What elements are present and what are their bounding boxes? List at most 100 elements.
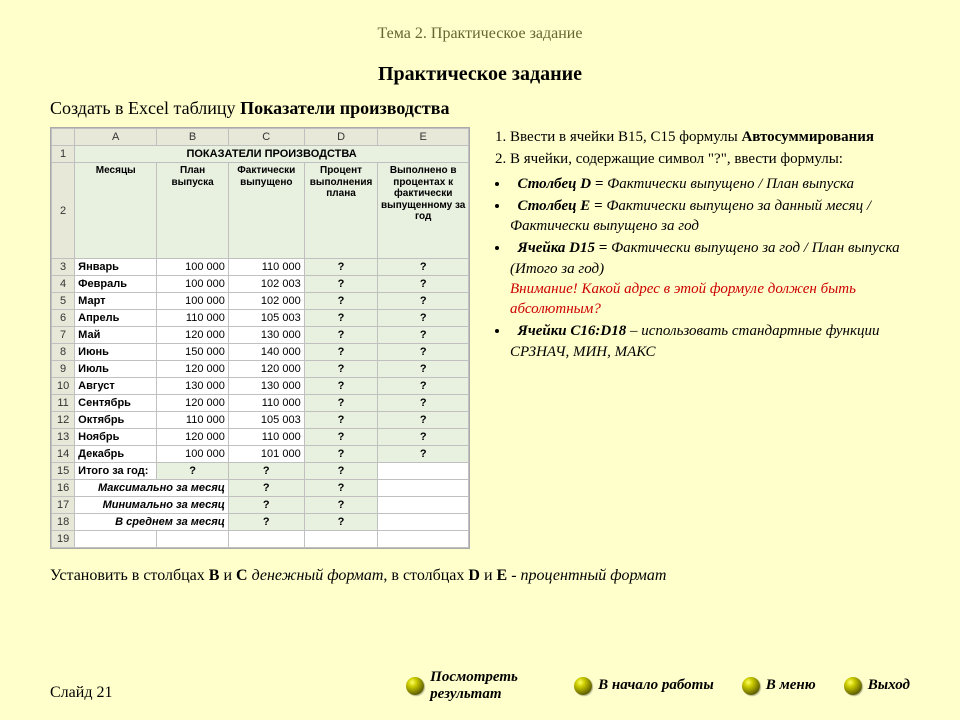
plan-cell: 100 000 [157, 276, 229, 293]
pct-cell: ? [304, 412, 378, 429]
total-B: ? [157, 463, 229, 480]
fact-cell: 130 000 [228, 378, 304, 395]
pct-cell: ? [304, 378, 378, 395]
nav-menu-label: В меню [766, 677, 816, 694]
pct-year-cell: ? [378, 310, 469, 327]
month-cell: Май [75, 327, 157, 344]
month-cell: Январь [75, 259, 157, 276]
row-14: 14 [52, 446, 75, 463]
stat-D: ? [304, 497, 378, 514]
month-cell: Февраль [75, 276, 157, 293]
subtitle: Создать в Excel таблицу Показатели произ… [50, 98, 910, 119]
plan-cell: 100 000 [157, 446, 229, 463]
bullet-D: Столбец D = Фактически выпущено / План в… [510, 174, 910, 194]
fact-cell: 102 003 [228, 276, 304, 293]
month-cell: Июнь [75, 344, 157, 361]
excel-title: ПОКАЗАТЕЛИ ПРОИЗВОДСТВА [75, 146, 469, 163]
stat-E [378, 497, 469, 514]
pct-cell: ? [304, 344, 378, 361]
pct-cell: ? [304, 259, 378, 276]
month-cell: Июль [75, 361, 157, 378]
pct-year-cell: ? [378, 412, 469, 429]
total-label: Итого за год: [75, 463, 157, 480]
bullet-icon [742, 677, 760, 695]
col-A: A [75, 129, 157, 146]
fact-cell: 110 000 [228, 259, 304, 276]
fact-cell: 140 000 [228, 344, 304, 361]
fact-cell: 120 000 [228, 361, 304, 378]
excel-screenshot: A B C D E 1 ПОКАЗАТЕЛИ ПРОИЗВОДСТВА 2 Ме… [50, 127, 470, 549]
plan-cell: 120 000 [157, 361, 229, 378]
row-6: 6 [52, 310, 75, 327]
stat-D: ? [304, 480, 378, 497]
row-2: 2 [52, 163, 75, 259]
bullet-C16D18: Ячейки С16:D18 – использовать стандартны… [510, 321, 910, 362]
pct-year-cell: ? [378, 344, 469, 361]
bullet-E: Столбец E = Фактически выпущено за данны… [510, 196, 910, 237]
stat-E [378, 480, 469, 497]
total-D: ? [304, 463, 378, 480]
pct-year-cell: ? [378, 276, 469, 293]
subtitle-prefix: Создать в Excel таблицу [50, 98, 240, 118]
pct-cell: ? [304, 361, 378, 378]
fact-cell: 110 000 [228, 395, 304, 412]
row-8: 8 [52, 344, 75, 361]
col-D: D [304, 129, 378, 146]
col-B: B [157, 129, 229, 146]
row-12: 12 [52, 412, 75, 429]
col-E: E [378, 129, 469, 146]
fact-cell: 101 000 [228, 446, 304, 463]
row-17: 17 [52, 497, 75, 514]
row-3: 3 [52, 259, 75, 276]
bullet-icon [844, 677, 862, 695]
row-19: 19 [52, 531, 75, 548]
stat-C: ? [228, 497, 304, 514]
plan-cell: 150 000 [157, 344, 229, 361]
plan-cell: 120 000 [157, 429, 229, 446]
topic-line: Тема 2. Практическое задание [50, 25, 910, 43]
row-15: 15 [52, 463, 75, 480]
excel-corner [52, 129, 75, 146]
month-cell: Ноябрь [75, 429, 157, 446]
nav-menu-button[interactable]: В меню [742, 669, 816, 702]
fact-cell: 105 003 [228, 412, 304, 429]
pct-year-cell: ? [378, 378, 469, 395]
plan-cell: 110 000 [157, 310, 229, 327]
pct-year-cell: ? [378, 429, 469, 446]
pct-year-cell: ? [378, 293, 469, 310]
bullet-D15: Ячейка D15 = Фактически выпущено за год … [510, 238, 910, 319]
month-cell: Декабрь [75, 446, 157, 463]
pct-cell: ? [304, 395, 378, 412]
bullet-icon [574, 677, 592, 695]
row-16: 16 [52, 480, 75, 497]
total-E [378, 463, 469, 480]
fact-cell: 102 000 [228, 293, 304, 310]
month-cell: Октябрь [75, 412, 157, 429]
nav-exit-button[interactable]: Выход [844, 669, 910, 702]
month-cell: Март [75, 293, 157, 310]
row-7: 7 [52, 327, 75, 344]
fact-cell: 130 000 [228, 327, 304, 344]
pct-year-cell: ? [378, 327, 469, 344]
fact-cell: 105 003 [228, 310, 304, 327]
nav-exit-label: Выход [868, 677, 910, 694]
pct-cell: ? [304, 276, 378, 293]
hdr-plan: План выпуска [157, 163, 229, 259]
slide-number: Слайд 21 [50, 684, 112, 702]
instr-2: В ячейки, содержащие символ "?", ввести … [510, 149, 910, 169]
subtitle-bold: Показатели производства [240, 98, 449, 118]
row-1: 1 [52, 146, 75, 163]
hdr-pct-year: Выполнено в процентах к фактически выпущ… [378, 163, 469, 259]
nav-result-button[interactable]: Посмотреть результат [406, 669, 546, 702]
stat-D: ? [304, 514, 378, 531]
pct-year-cell: ? [378, 361, 469, 378]
warning-text: Внимание! Какой адрес в этой формуле дол… [510, 281, 856, 317]
instr-1: Ввести в ячейки B15, C15 формулы Автосум… [510, 127, 910, 147]
nav-result-label: Посмотреть результат [430, 669, 546, 702]
footer-note: Установить в столбцах В и С денежный фор… [50, 567, 910, 585]
plan-cell: 120 000 [157, 395, 229, 412]
row-11: 11 [52, 395, 75, 412]
col-C: C [228, 129, 304, 146]
nav-start-button[interactable]: В начало работы [574, 669, 714, 702]
stat-C: ? [228, 480, 304, 497]
